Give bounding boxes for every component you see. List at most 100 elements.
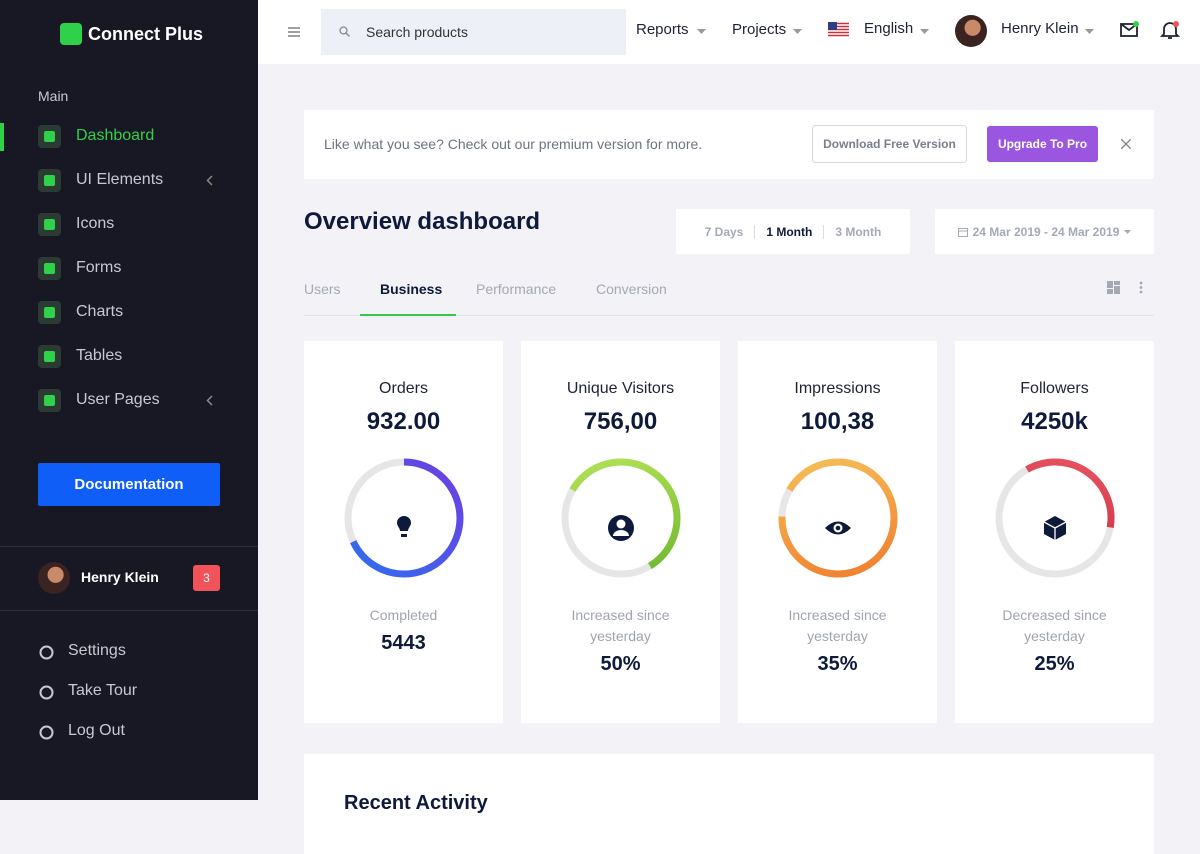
topbar: Search products Reports Projects English… [258, 0, 1200, 64]
menu-projects[interactable]: Projects [732, 21, 787, 38]
more-icon[interactable] [1139, 281, 1143, 294]
upgrade-button[interactable]: Upgrade To Pro [987, 126, 1098, 162]
nav-label: UI Elements [76, 171, 164, 188]
tabs-line [304, 315, 1154, 316]
nav-icon [38, 257, 61, 280]
footer-item[interactable]: Log Out [38, 720, 238, 744]
nav-label: Charts [76, 303, 124, 320]
footer-item[interactable]: Take Tour [38, 680, 238, 704]
card-title: Orders [379, 380, 428, 397]
stat-card: Followers 4250k Decreased since yesterda… [955, 341, 1154, 723]
nav-label: Forms [76, 259, 122, 276]
stat-card: Impressions 100,38 Increased since yeste… [738, 341, 937, 723]
tab[interactable]: Business [380, 281, 443, 297]
documentation-button[interactable]: Documentation [38, 463, 220, 506]
footer-label: Log Out [68, 722, 125, 739]
nav-item[interactable]: User Pages [0, 381, 258, 421]
range[interactable]: 1 Month [754, 224, 823, 239]
card-stat: 35% [817, 653, 858, 675]
nav-label: User Pages [76, 391, 160, 408]
stat-card: Unique Visitors 756,00 Increased since y… [521, 341, 720, 723]
grid-view-icon[interactable] [1107, 281, 1120, 294]
chevron [206, 395, 213, 406]
user-name[interactable]: Henry Klein [81, 569, 159, 585]
tab[interactable]: Performance [476, 281, 557, 297]
range[interactable]: 7 Days [704, 224, 744, 239]
active-tab-indicator [360, 314, 456, 316]
nav-item[interactable]: Tables [0, 337, 258, 377]
footer-icon [39, 645, 54, 660]
caret [1085, 29, 1094, 34]
close-button[interactable] [1121, 139, 1131, 149]
user-menu[interactable]: Henry Klein [1001, 20, 1079, 37]
banner: Like what you see? Check out our premium… [304, 110, 1154, 179]
tab[interactable]: Conversion [596, 281, 667, 297]
card-title: Followers [1020, 380, 1089, 397]
nav-icon [38, 125, 61, 148]
flag [828, 22, 849, 37]
brand[interactable]: Connect Plus [88, 24, 204, 44]
nav-label: Icons [76, 215, 115, 232]
avatar[interactable] [955, 15, 987, 47]
date-picker[interactable]: 24 Mar 2019 - 24 Mar 2019 [935, 209, 1154, 254]
caret [793, 29, 802, 34]
tab[interactable]: Users [304, 281, 341, 297]
nav-icon [38, 169, 61, 192]
card-title: Recent Activity [344, 792, 488, 814]
mail-icon[interactable] [1120, 20, 1140, 38]
card-stat: 50% [600, 653, 641, 675]
banner-text: Like what you see? Check out our premium… [324, 136, 703, 152]
page-title: Overview dashboard [304, 208, 541, 235]
menu-toggle[interactable] [288, 27, 300, 37]
footer-label: Take Tour [68, 682, 138, 699]
card-title: Impressions [794, 380, 881, 397]
stat-card: Orders 932.00 Completed 5443 [304, 341, 503, 723]
nav-icon [38, 389, 61, 412]
chevron [206, 175, 213, 186]
footer-icon [39, 685, 54, 700]
search[interactable]: Search products [321, 9, 626, 55]
footer-label: Settings [68, 642, 126, 659]
avatar [38, 562, 70, 594]
divider [0, 610, 258, 611]
footer-item[interactable]: Settings [38, 640, 238, 664]
range[interactable]: 3 Month [823, 224, 892, 239]
divider [0, 546, 258, 547]
nav-item[interactable]: UI Elements [0, 161, 258, 201]
caret [697, 29, 706, 34]
nav-icon [38, 301, 61, 324]
date-range: 24 Mar 2019 - 24 Mar 2019 [972, 224, 1120, 239]
range-selector: 7 Days 1 Month 3 Month [676, 209, 910, 254]
footer-icon [39, 725, 54, 740]
recent-activity-card: Recent Activity [304, 754, 1154, 854]
card-value: 932.00 [366, 408, 441, 435]
card-value: 100,38 [800, 408, 875, 435]
card-title: Unique Visitors [566, 380, 675, 397]
progress-ring [561, 458, 680, 578]
nav-item[interactable]: Icons [0, 205, 258, 245]
progress-ring [344, 458, 463, 578]
search-placeholder: Search products [366, 24, 468, 40]
progress-ring [995, 458, 1114, 578]
card-stat: 25% [1034, 653, 1075, 675]
bell-icon[interactable] [1160, 20, 1180, 40]
card-value: 4250k [1021, 408, 1088, 435]
nav-item[interactable]: Dashboard [0, 117, 258, 157]
nav-icon [38, 345, 61, 368]
nav-item[interactable]: Charts [0, 293, 258, 333]
card-value: 756,00 [583, 408, 658, 435]
progress-ring [778, 458, 897, 578]
menu-reports[interactable]: Reports [636, 21, 689, 38]
search-icon [339, 26, 350, 37]
section-label: Main [38, 88, 69, 104]
menu-language[interactable]: English [864, 20, 914, 37]
logo [60, 23, 82, 45]
card-caption: Decreased since yesterday [1002, 607, 1107, 644]
nav-item[interactable]: Forms [0, 249, 258, 289]
download-button[interactable]: Download Free Version [812, 125, 967, 163]
nav-icon [38, 213, 61, 236]
badge: 3 [193, 565, 220, 591]
card-caption: Increased since yesterday [571, 607, 670, 644]
caret [920, 29, 929, 34]
